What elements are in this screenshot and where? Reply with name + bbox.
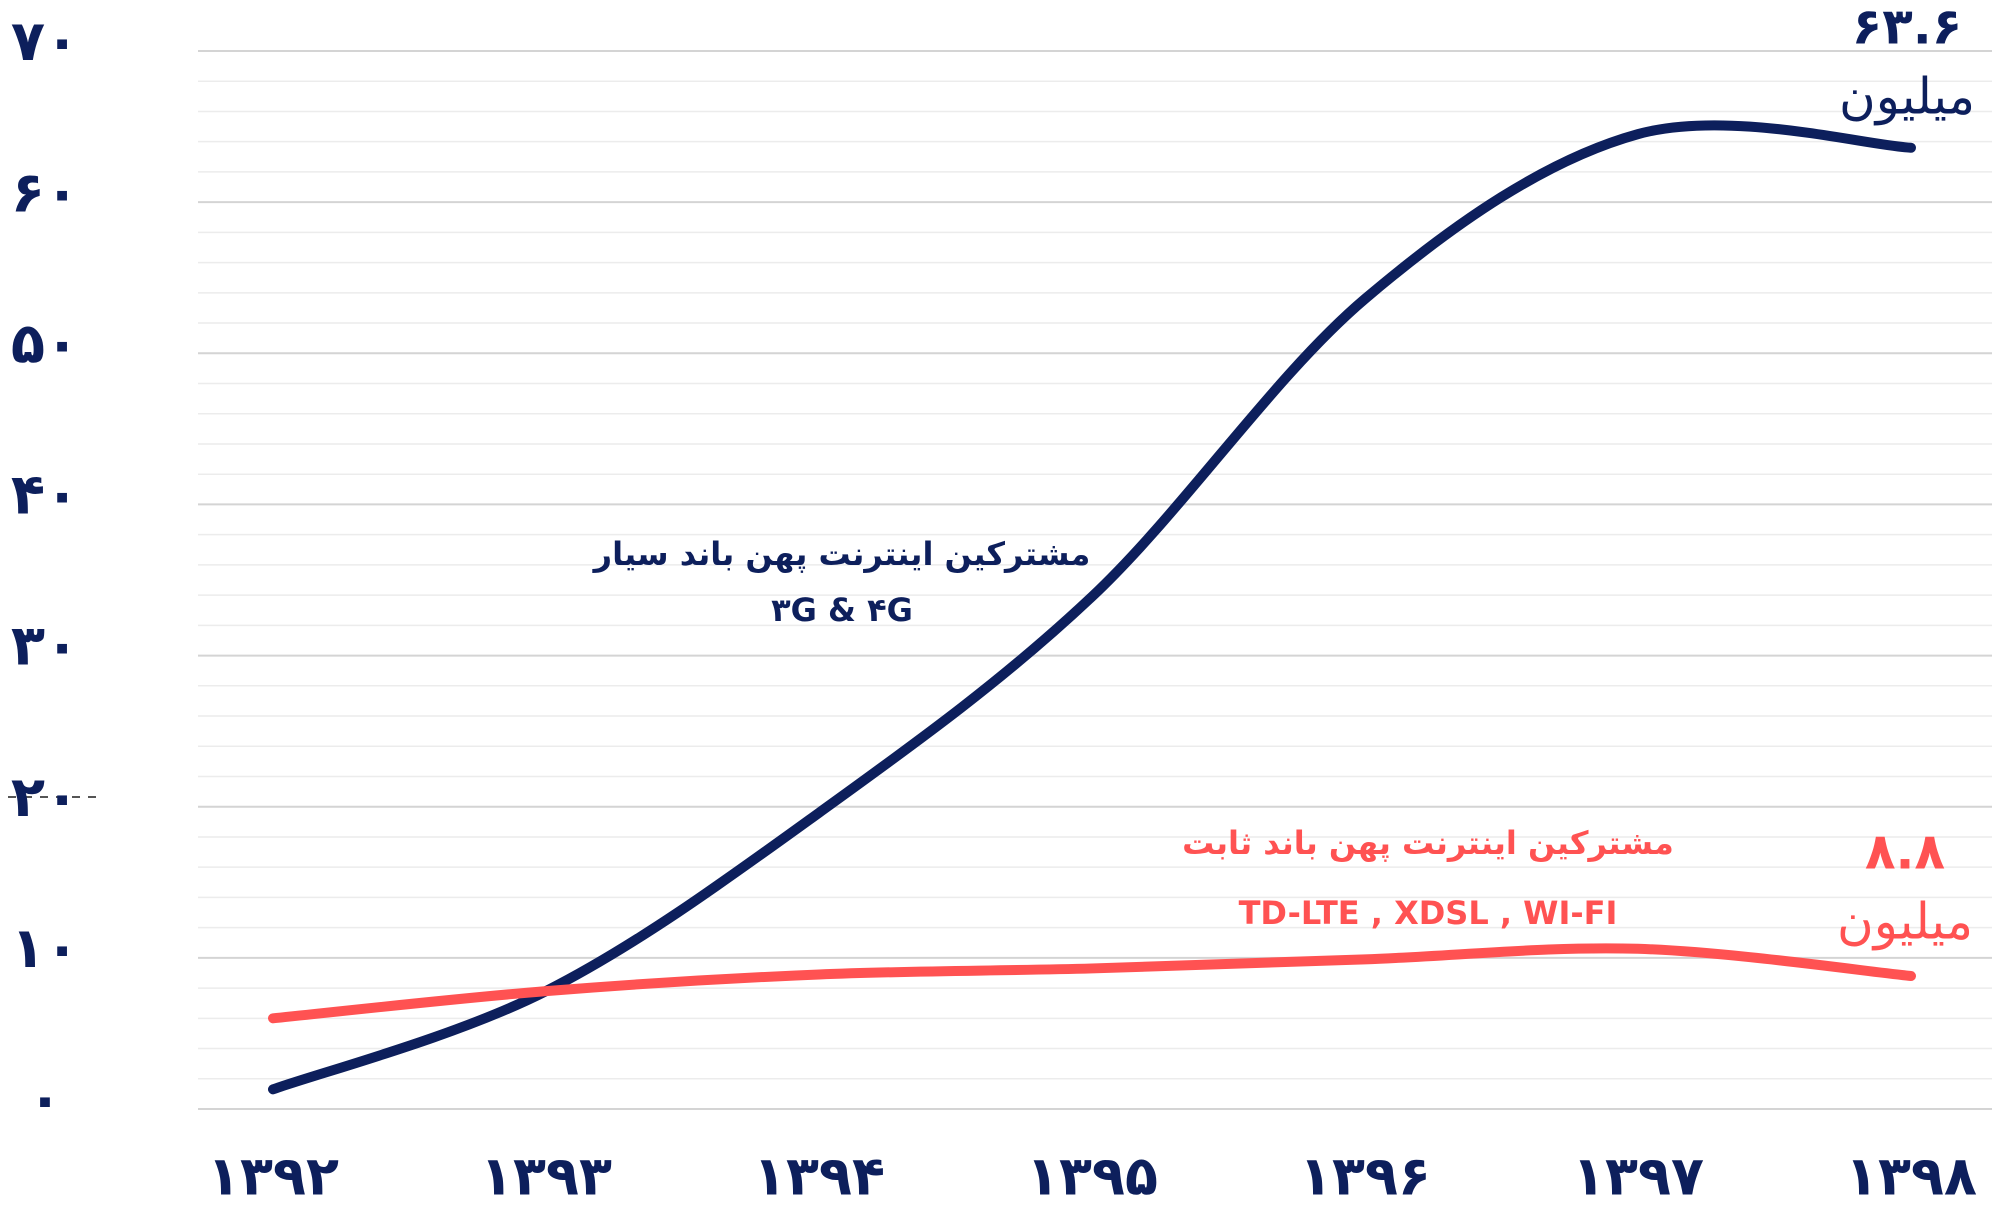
- x-tick-label: ۱۳۹۳: [480, 1145, 612, 1208]
- x-tick-label: ۱۳۹۴: [753, 1145, 885, 1208]
- x-tick-label: ۱۳۹۶: [1299, 1145, 1431, 1208]
- value-unit: میلیون: [1837, 893, 1973, 951]
- y-tick-label: ۰: [28, 1067, 62, 1132]
- y-tick-label: ۴۰: [11, 463, 79, 528]
- value-unit: میلیون: [1839, 68, 1975, 126]
- y-tick-label: ۲۰: [11, 765, 79, 830]
- x-tick-label: ۱۳۹۸: [1845, 1145, 1977, 1208]
- y-tick-label: ۶۰: [11, 160, 79, 225]
- series-label: مشترکین اینترنت پهن باند ثابت: [1182, 824, 1674, 862]
- y-tick-label: ۷۰: [11, 9, 79, 74]
- x-tick-label: ۱۳۹۷: [1572, 1145, 1704, 1208]
- x-tick-label: ۱۳۹۲: [207, 1145, 339, 1208]
- series-subtitle: ۳G & ۴G: [771, 591, 913, 629]
- series-subtitle: TD-LTE , XDSL , WI-FI: [1239, 894, 1618, 932]
- y-tick-label: ۳۰: [11, 614, 79, 679]
- series-line: [268, 943, 1916, 1024]
- y-tick-label: ۱۰: [11, 916, 79, 981]
- series-line: [268, 120, 1916, 1095]
- value-label: ۸.۸: [1865, 823, 1945, 881]
- value-label: ۶۳.۶: [1852, 0, 1963, 56]
- x-tick-label: ۱۳۹۵: [1026, 1145, 1158, 1208]
- y-tick-label: ۵۰: [11, 311, 79, 376]
- series-label: مشترکین اینترنت پهن باند سیار: [592, 535, 1091, 573]
